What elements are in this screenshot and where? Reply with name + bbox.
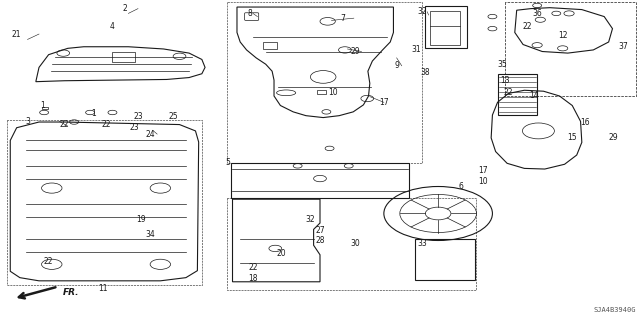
Text: 22: 22 bbox=[101, 120, 111, 129]
Text: 1: 1 bbox=[40, 101, 45, 110]
Text: 20: 20 bbox=[277, 249, 287, 258]
Text: 12: 12 bbox=[558, 31, 568, 40]
Text: 23: 23 bbox=[133, 112, 143, 121]
Text: FR.: FR. bbox=[63, 288, 80, 297]
Text: 7: 7 bbox=[340, 14, 345, 23]
Text: 30: 30 bbox=[350, 239, 360, 248]
Text: 16: 16 bbox=[580, 118, 590, 128]
Text: 22: 22 bbox=[248, 263, 258, 272]
Text: 27: 27 bbox=[315, 226, 325, 235]
Text: 38: 38 bbox=[420, 68, 430, 77]
Text: 1: 1 bbox=[91, 109, 95, 118]
Text: 34: 34 bbox=[146, 230, 156, 239]
Text: 21: 21 bbox=[12, 30, 20, 39]
Text: 4: 4 bbox=[110, 22, 115, 31]
Text: 22: 22 bbox=[44, 257, 53, 266]
Text: 22: 22 bbox=[60, 120, 69, 129]
Text: 15: 15 bbox=[568, 133, 577, 142]
Text: 22: 22 bbox=[523, 22, 532, 31]
Text: 36: 36 bbox=[532, 9, 542, 18]
Text: 25: 25 bbox=[168, 112, 178, 121]
Text: 29: 29 bbox=[350, 47, 360, 56]
Text: 10: 10 bbox=[328, 88, 337, 97]
Text: 32: 32 bbox=[417, 7, 427, 16]
Text: SJA4B3940G: SJA4B3940G bbox=[594, 307, 636, 313]
Text: 14: 14 bbox=[529, 92, 539, 100]
Text: 18: 18 bbox=[248, 274, 258, 283]
Text: 28: 28 bbox=[316, 236, 324, 245]
Text: 23: 23 bbox=[130, 123, 140, 132]
Text: 19: 19 bbox=[136, 215, 146, 224]
Text: 13: 13 bbox=[500, 76, 510, 85]
Text: 22: 22 bbox=[504, 88, 513, 97]
Text: 17: 17 bbox=[379, 98, 388, 107]
Text: 8: 8 bbox=[248, 9, 252, 18]
Text: 32: 32 bbox=[306, 215, 316, 224]
Text: 5: 5 bbox=[225, 158, 230, 167]
Text: 17: 17 bbox=[478, 166, 488, 175]
Text: 10: 10 bbox=[478, 177, 488, 186]
Text: 31: 31 bbox=[411, 45, 420, 55]
Text: 24: 24 bbox=[146, 130, 156, 138]
Text: 3: 3 bbox=[25, 117, 30, 126]
Text: 11: 11 bbox=[98, 284, 108, 293]
Text: 9: 9 bbox=[394, 61, 399, 70]
Text: 2: 2 bbox=[123, 4, 127, 13]
Text: 6: 6 bbox=[458, 182, 463, 191]
Text: 37: 37 bbox=[618, 42, 628, 51]
Text: 29: 29 bbox=[609, 133, 619, 142]
Text: 33: 33 bbox=[417, 239, 427, 248]
Text: 35: 35 bbox=[497, 60, 507, 69]
